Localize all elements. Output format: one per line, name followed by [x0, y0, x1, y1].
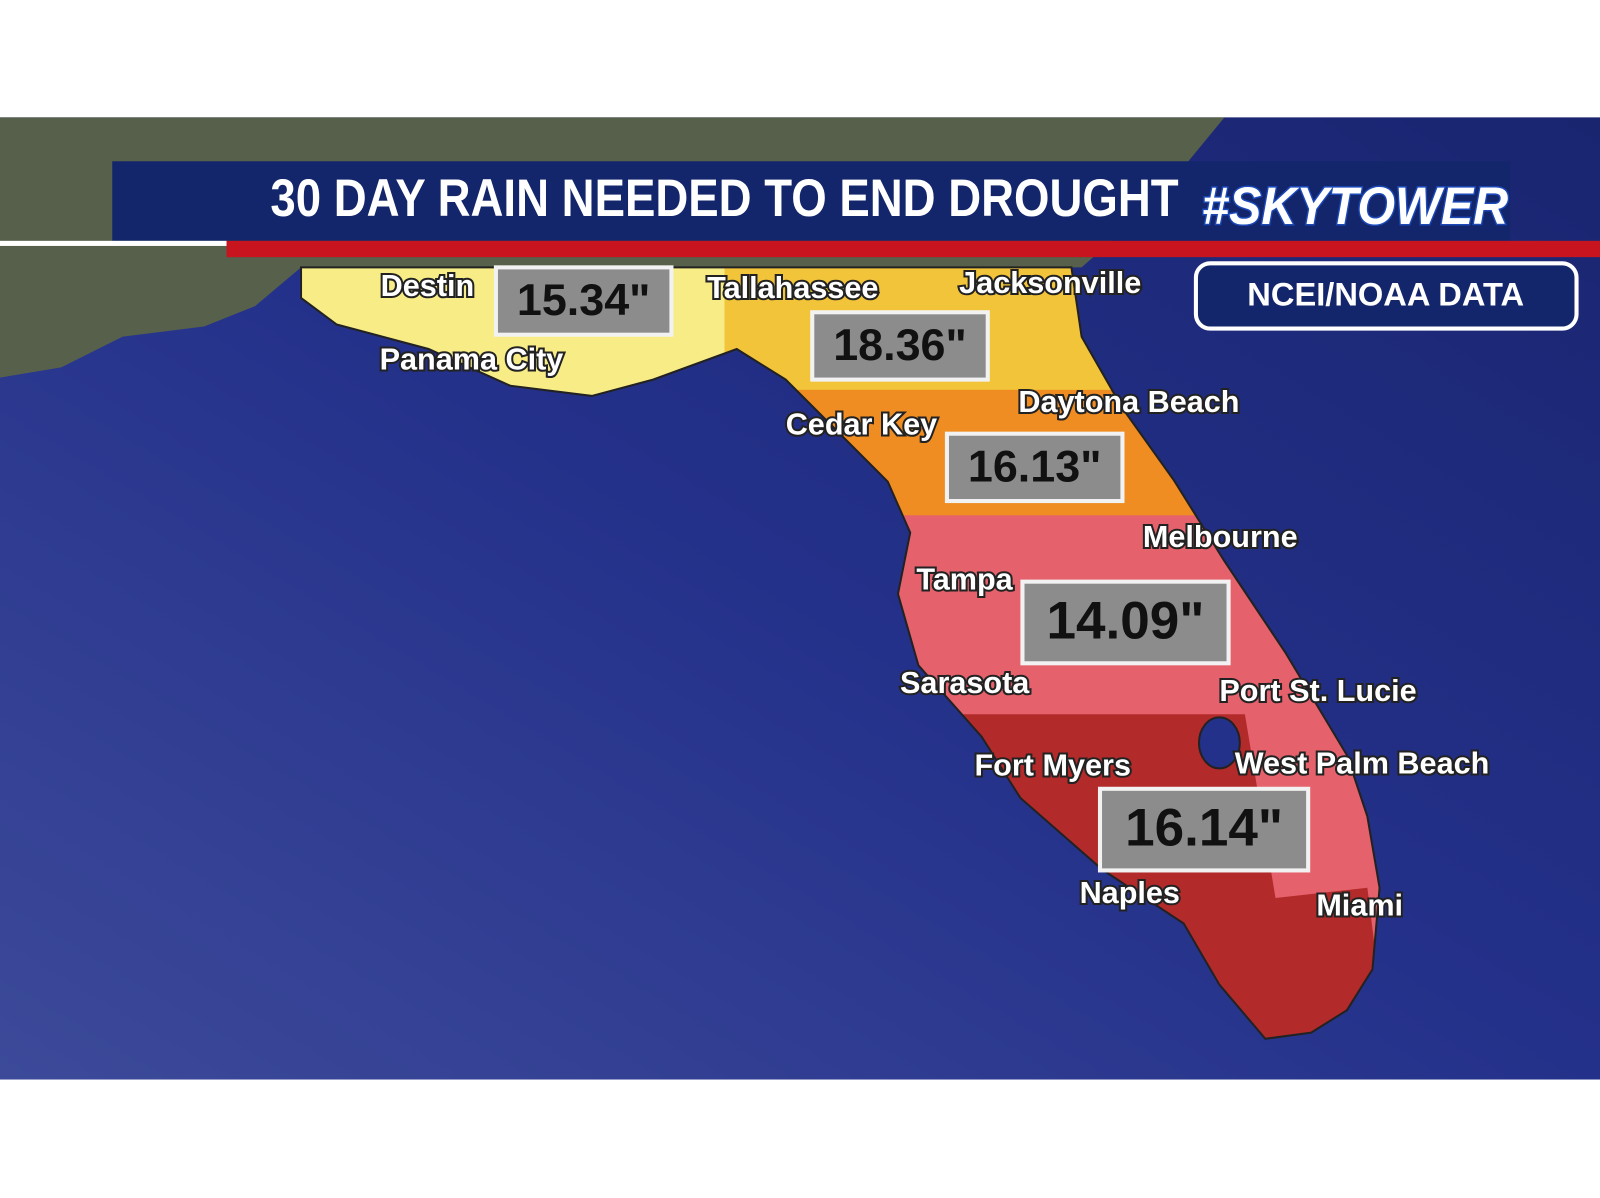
- city-label: Cedar Key: [786, 408, 937, 442]
- rain-value: 18.36": [833, 319, 967, 370]
- title: 30 DAY RAIN NEEDED TO END DROUGHT: [270, 169, 1178, 228]
- rain-value: 14.09": [1047, 592, 1205, 651]
- bottom-margin: [0, 1079, 1600, 1198]
- title-bar: [112, 161, 1511, 241]
- city-label: West Palm Beach: [1235, 746, 1490, 780]
- city-label: Miami: [1316, 888, 1403, 922]
- city-label: Jacksonville: [959, 266, 1141, 300]
- rain-box: [810, 310, 990, 382]
- city-label: Tallahassee: [707, 271, 878, 305]
- white-stripe: [0, 240, 227, 246]
- rain-box: [493, 265, 674, 337]
- city-label: Fort Myers: [974, 748, 1130, 782]
- city-label: Panama City: [380, 342, 564, 376]
- city-label: Destin: [381, 269, 475, 303]
- city-label: Tampa: [916, 563, 1013, 597]
- rain-box: [1020, 579, 1231, 666]
- city-label: Melbourne: [1143, 520, 1298, 554]
- rain-box: [1097, 786, 1311, 873]
- rain-value: 16.14": [1125, 799, 1283, 858]
- city-label: Daytona Beach: [1018, 385, 1239, 419]
- rain-value: 16.13": [968, 440, 1102, 491]
- city-label: Naples: [1080, 876, 1180, 910]
- rain-value: 15.34": [517, 274, 651, 325]
- red-stripe: [226, 240, 1600, 258]
- rain-box: [944, 431, 1125, 504]
- source: NCEI/NOAA DATA: [1247, 276, 1524, 313]
- brand: #SKYTOWER: [1202, 177, 1508, 236]
- city-label: Sarasota: [900, 666, 1030, 700]
- city-label: Port St. Lucie: [1219, 674, 1416, 708]
- source-box: [1193, 261, 1579, 331]
- lake: [1197, 716, 1241, 770]
